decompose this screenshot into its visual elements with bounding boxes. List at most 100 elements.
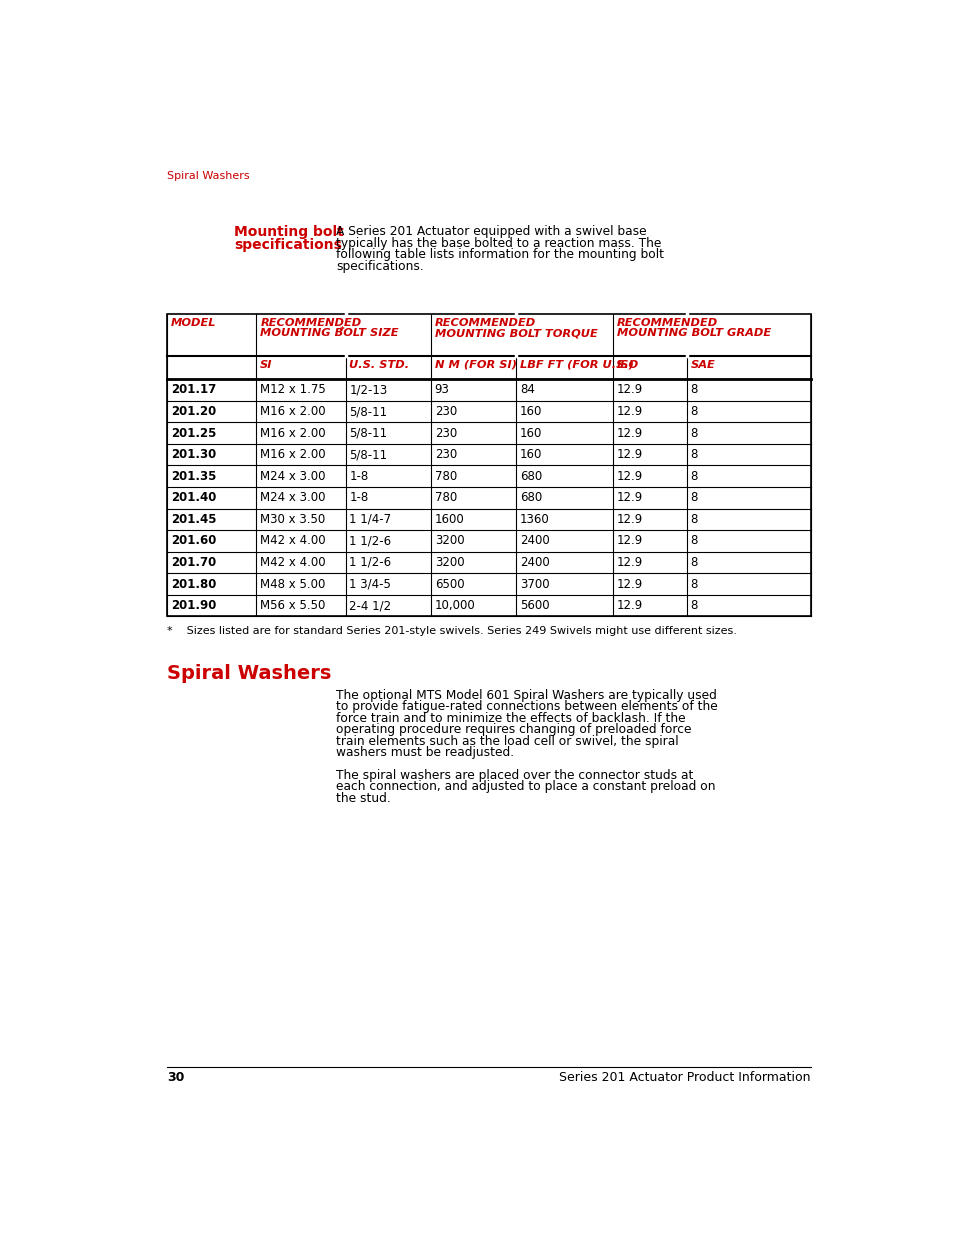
- Text: 12.9: 12.9: [617, 535, 642, 547]
- Text: 10,000: 10,000: [435, 599, 475, 613]
- Text: 2400: 2400: [519, 535, 549, 547]
- Text: 160: 160: [519, 405, 541, 417]
- Text: N M (FOR SI): N M (FOR SI): [435, 359, 517, 370]
- Text: 230: 230: [435, 405, 456, 417]
- Text: MOUNTING BOLT GRADE: MOUNTING BOLT GRADE: [617, 329, 770, 338]
- Text: 8: 8: [690, 448, 697, 461]
- Text: 8: 8: [690, 405, 697, 417]
- Text: 84: 84: [519, 384, 535, 396]
- Text: 8: 8: [690, 578, 697, 590]
- Text: Spiral Washers: Spiral Washers: [167, 664, 332, 683]
- Text: 12.9: 12.9: [617, 448, 642, 461]
- Text: to provide fatigue-rated connections between elements of the: to provide fatigue-rated connections bet…: [335, 700, 718, 714]
- Text: 201.40: 201.40: [171, 492, 216, 504]
- Text: train elements such as the load cell or swivel, the spiral: train elements such as the load cell or …: [335, 735, 679, 748]
- Text: 201.35: 201.35: [171, 469, 216, 483]
- Text: 201.80: 201.80: [171, 578, 216, 590]
- Text: 2-4 1/2: 2-4 1/2: [349, 599, 391, 613]
- Text: Series 201 Actuator Product Information: Series 201 Actuator Product Information: [558, 1071, 810, 1083]
- Text: SI: SI: [260, 359, 273, 370]
- Text: 5/8-11: 5/8-11: [349, 426, 387, 440]
- Text: following table lists information for the mounting bolt: following table lists information for th…: [335, 248, 663, 262]
- Text: 8: 8: [690, 556, 697, 569]
- Text: 1 1/4-7: 1 1/4-7: [349, 513, 391, 526]
- Text: 5/8-11: 5/8-11: [349, 448, 387, 461]
- Text: RECOMMENDED: RECOMMENDED: [617, 317, 718, 327]
- Text: ISO: ISO: [617, 359, 639, 370]
- Text: M16 x 2.00: M16 x 2.00: [260, 405, 326, 417]
- Text: 8: 8: [690, 469, 697, 483]
- Text: 12.9: 12.9: [617, 599, 642, 613]
- Text: 8: 8: [690, 535, 697, 547]
- Text: Spiral Washers: Spiral Washers: [167, 172, 250, 182]
- Text: 201.30: 201.30: [171, 448, 216, 461]
- Text: 5600: 5600: [519, 599, 549, 613]
- Text: 1 1/2-6: 1 1/2-6: [349, 535, 391, 547]
- Bar: [167, 314, 810, 616]
- Text: 12.9: 12.9: [617, 492, 642, 504]
- Text: M16 x 2.00: M16 x 2.00: [260, 448, 326, 461]
- Text: 12.9: 12.9: [617, 426, 642, 440]
- Text: *    Sizes listed are for standard Series 201-style swivels. Series 249 Swivels : * Sizes listed are for standard Series 2…: [167, 626, 737, 636]
- Text: RECOMMENDED: RECOMMENDED: [435, 317, 536, 327]
- Text: 3700: 3700: [519, 578, 549, 590]
- Text: 12.9: 12.9: [617, 384, 642, 396]
- Text: 2400: 2400: [519, 556, 549, 569]
- Text: M24 x 3.00: M24 x 3.00: [260, 492, 326, 504]
- Text: *: *: [340, 326, 345, 335]
- Text: 12.9: 12.9: [617, 556, 642, 569]
- Text: 201.70: 201.70: [171, 556, 216, 569]
- Text: M42 x 4.00: M42 x 4.00: [260, 535, 326, 547]
- Text: 160: 160: [519, 426, 541, 440]
- Text: M42 x 4.00: M42 x 4.00: [260, 556, 326, 569]
- Text: 5/8-11: 5/8-11: [349, 405, 387, 417]
- Text: 1-8: 1-8: [349, 492, 368, 504]
- Text: A Series 201 Actuator equipped with a swivel base: A Series 201 Actuator equipped with a sw…: [335, 225, 646, 238]
- Text: each connection, and adjusted to place a constant preload on: each connection, and adjusted to place a…: [335, 781, 715, 793]
- Text: 93: 93: [435, 384, 449, 396]
- Text: 201.45: 201.45: [171, 513, 216, 526]
- Text: LBF FT (FOR U.S.): LBF FT (FOR U.S.): [519, 359, 633, 370]
- Text: 8: 8: [690, 599, 697, 613]
- Text: 3200: 3200: [435, 535, 464, 547]
- Text: Mounting bolt: Mounting bolt: [233, 225, 343, 240]
- Text: 3200: 3200: [435, 556, 464, 569]
- Text: 230: 230: [435, 426, 456, 440]
- Text: M30 x 3.50: M30 x 3.50: [260, 513, 325, 526]
- Text: 680: 680: [519, 469, 541, 483]
- Text: 780: 780: [435, 469, 456, 483]
- Text: MOUNTING BOLT SIZE: MOUNTING BOLT SIZE: [260, 329, 398, 338]
- Text: U.S. STD.: U.S. STD.: [349, 359, 409, 370]
- Text: the stud.: the stud.: [335, 792, 391, 805]
- Text: 6500: 6500: [435, 578, 464, 590]
- Text: 8: 8: [690, 492, 697, 504]
- Text: typically has the base bolted to a reaction mass. The: typically has the base bolted to a react…: [335, 237, 661, 249]
- Text: 12.9: 12.9: [617, 469, 642, 483]
- Text: M48 x 5.00: M48 x 5.00: [260, 578, 325, 590]
- Text: washers must be readjusted.: washers must be readjusted.: [335, 746, 514, 760]
- Text: 1600: 1600: [435, 513, 464, 526]
- Text: RECOMMENDED: RECOMMENDED: [260, 317, 361, 327]
- Text: 201.17: 201.17: [171, 384, 216, 396]
- Text: 8: 8: [690, 426, 697, 440]
- Text: specifications.: specifications.: [335, 259, 423, 273]
- Text: 201.90: 201.90: [171, 599, 216, 613]
- Text: 680: 680: [519, 492, 541, 504]
- Text: The spiral washers are placed over the connector studs at: The spiral washers are placed over the c…: [335, 769, 693, 782]
- Text: The optional MTS Model 601 Spiral Washers are typically used: The optional MTS Model 601 Spiral Washer…: [335, 689, 717, 701]
- Text: operating procedure requires changing of preloaded force: operating procedure requires changing of…: [335, 724, 691, 736]
- Text: 1360: 1360: [519, 513, 549, 526]
- Text: 201.60: 201.60: [171, 535, 216, 547]
- Text: 1/2-13: 1/2-13: [349, 384, 387, 396]
- Text: 1 1/2-6: 1 1/2-6: [349, 556, 391, 569]
- Text: 12.9: 12.9: [617, 578, 642, 590]
- Text: 12.9: 12.9: [617, 405, 642, 417]
- Text: 1 3/4-5: 1 3/4-5: [349, 578, 391, 590]
- Text: 201.20: 201.20: [171, 405, 216, 417]
- Text: 160: 160: [519, 448, 541, 461]
- Text: M16 x 2.00: M16 x 2.00: [260, 426, 326, 440]
- Text: MODEL: MODEL: [171, 317, 216, 327]
- Text: 30: 30: [167, 1071, 185, 1083]
- Text: M56 x 5.50: M56 x 5.50: [260, 599, 325, 613]
- Text: force train and to minimize the effects of backlash. If the: force train and to minimize the effects …: [335, 711, 685, 725]
